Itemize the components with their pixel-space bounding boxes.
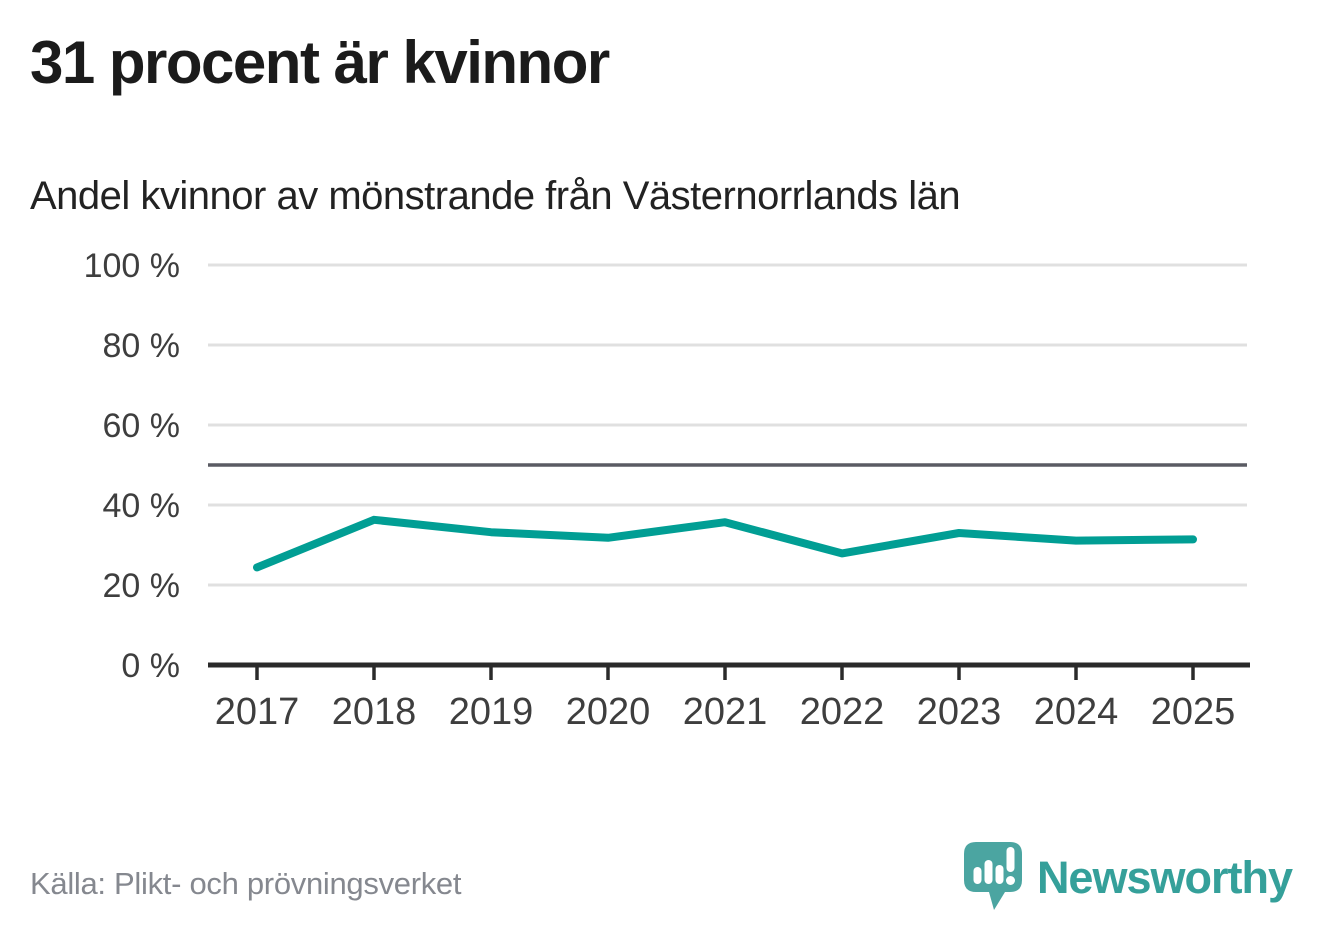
x-tick-label-2023: 2023 [917, 691, 1002, 733]
y-tick-label-0: 0 % [121, 647, 180, 685]
series-line-andel-kvinnor [253, 515, 1197, 572]
x-tick-label-2020: 2020 [566, 691, 651, 733]
page-title: 31 procent är kvinnor [30, 29, 610, 96]
x-tick-label-2025: 2025 [1151, 691, 1236, 733]
x-tick-label-2022: 2022 [800, 691, 885, 733]
x-tick-label-2017: 2017 [215, 691, 300, 733]
logo-bar-3 [995, 865, 1004, 884]
y-tick-label-100: 100 % [84, 247, 180, 285]
x-tick-label-2018: 2018 [332, 691, 417, 733]
newsworthy-wordmark: Newsworthy [1036, 851, 1293, 903]
y-tick-label-40: 40 % [103, 487, 181, 525]
x-tick-label-2024: 2024 [1034, 691, 1119, 733]
logo-bar-2 [984, 860, 993, 884]
newsworthy-logo: Newsworthy [962, 840, 1293, 914]
chart-subtitle: Andel kvinnor av mönstrande från Västern… [30, 174, 961, 218]
logo-exclamation-bar [1006, 847, 1015, 872]
source-note: Källa: Plikt- och prövningsverket [30, 866, 462, 901]
logo-exclamation-dot [1005, 876, 1015, 885]
x-tick-label-2021: 2021 [683, 691, 768, 733]
logo-bar-1 [973, 867, 982, 884]
y-tick-label-20: 20 % [103, 567, 181, 605]
y-tick-label-60: 60 % [103, 407, 181, 445]
y-tick-label-80: 80 % [103, 327, 181, 365]
newsworthy-speech-bubble-icon [963, 842, 1022, 910]
x-tick-label-2019: 2019 [449, 691, 534, 733]
